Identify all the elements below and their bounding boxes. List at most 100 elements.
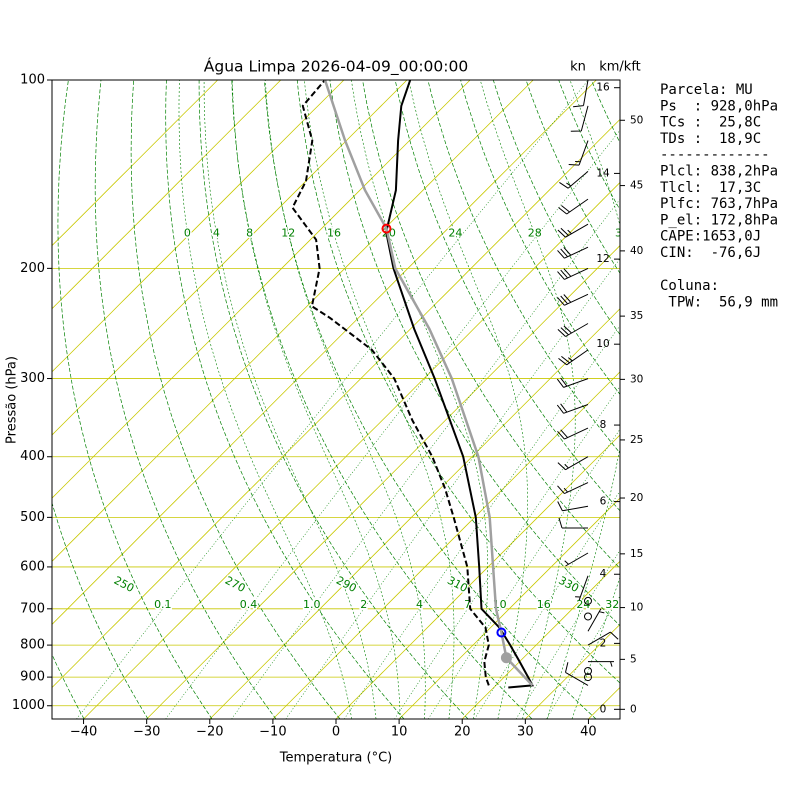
kft-tick-label: 35 [630,310,643,322]
isotherm [461,560,620,719]
mixing-ratio-label: 32 [605,598,619,611]
height-header: km/kft [599,60,641,75]
y-tick-label: 100 [20,73,45,88]
moist-adiabat [232,80,401,719]
info-line: TPW: 56,9 mm [660,294,778,310]
x-tick-label: 20 [454,725,471,740]
wind-barb [557,456,589,471]
dry-adiabat [394,80,620,512]
wind-barb [575,575,589,601]
moist-adiabat-label: 4 [213,227,220,240]
y-tick-label: 600 [20,559,45,574]
kft-tick-label: 30 [630,373,643,385]
x-tick-label: 40 [580,725,597,740]
y-tick-label: 800 [20,638,45,653]
moist-adiabat-label: 32 [615,227,629,240]
wind-barb [565,662,589,686]
wind-barb [557,501,589,512]
kft-tick-label: 0 [630,703,637,715]
x-axis-label: Temperatura (°C) [279,751,392,766]
x-tick-label: −20 [196,725,223,740]
km-tick-label: 2 [600,637,607,649]
info-line: ------------- [660,147,770,163]
mixing-ratio-label: 7 [464,598,471,611]
wind-header: kn [570,60,586,75]
wind-barb [557,323,589,337]
dry-adiabat [460,80,620,395]
mixing-ratio-line [165,129,620,719]
mixing-ratio-label: 0.4 [240,598,258,611]
km-tick-label: 12 [596,253,609,265]
moist-adiabat [351,80,488,719]
temperature-line [385,80,534,689]
km-tick-label: 0 [600,703,607,715]
y-axis-label: Pressão (hPa) [5,356,20,444]
kft-tick-label: 45 [630,180,643,192]
mixing-ratio-line [285,258,620,719]
dry-adiabat [198,80,469,719]
dewpoint-line [291,80,490,686]
info-line: Plfc: 763,7hPa [660,196,778,212]
isotherm [83,181,620,719]
wind-barb [587,608,605,632]
info-line: CAPE:1653,0J [660,229,761,245]
moist-adiabat-label: 0 [184,227,191,240]
isotherm [398,497,620,719]
isotherm [209,308,620,719]
wind-barb [564,552,589,567]
info-line: Tlcl: 17,3C [660,180,761,196]
level-marker [500,652,512,664]
dry-adiabat [362,80,620,569]
wind-barb [557,246,589,259]
wind-barb [573,79,589,108]
level-marker [381,223,392,234]
mixing-ratio-label: 16 [537,598,551,611]
moist-adiabat-label: 8 [246,227,253,240]
wind-barb [588,661,614,667]
wind-calm [584,673,592,682]
mixing-ratio-label: 24 [576,598,590,611]
wind-calm [584,596,592,605]
dry-adiabat [130,80,341,719]
isotherm [52,80,282,310]
moist-adiabat-label: 28 [528,227,542,240]
moist-adiabat [178,80,353,719]
info-line: Plcl: 838,2hPa [660,164,778,180]
wind-barb [558,517,588,529]
wind-barb [556,403,589,414]
kft-tick-label: 40 [630,245,643,257]
moist-adiabat [265,80,426,719]
mixing-ratio-label: 1.0 [303,598,321,611]
info-line: Parcela: MU [660,82,753,98]
isotherm [52,80,534,562]
chart-title: Água Limpa 2026-04-09_00:00:00 [204,57,468,77]
mixing-ratio-label: 0.1 [154,598,172,611]
km-tick-label: 10 [596,338,609,350]
y-tick-label: 500 [20,510,45,525]
moist-adiabat-label: 20 [382,227,396,240]
y-tick-label: 400 [20,449,45,464]
km-tick-label: 16 [596,82,610,94]
kft-tick-label: 20 [630,492,643,504]
kft-tick-label: 10 [630,602,643,614]
x-tick-label: 0 [332,725,340,740]
km-tick-label: 14 [596,167,610,179]
info-line: CIN: -76,6J [660,245,761,261]
wind-barb [558,198,589,215]
isotherm [52,80,218,247]
dry-adiabat [165,80,405,719]
wind-barb [557,223,589,238]
kft-tick-label: 50 [630,114,643,126]
isotherm [272,371,620,719]
dry-adiabat [52,501,149,719]
x-tick-label: −30 [133,725,160,740]
dry-adiabat [94,80,277,719]
isotherm [52,80,345,373]
dry-adiabat [492,80,620,336]
mixing-ratio-line [76,80,589,719]
moist-adiabat [479,80,576,719]
isotherm [52,118,620,689]
dry-adiabat [296,80,620,684]
isotherm [335,434,620,719]
